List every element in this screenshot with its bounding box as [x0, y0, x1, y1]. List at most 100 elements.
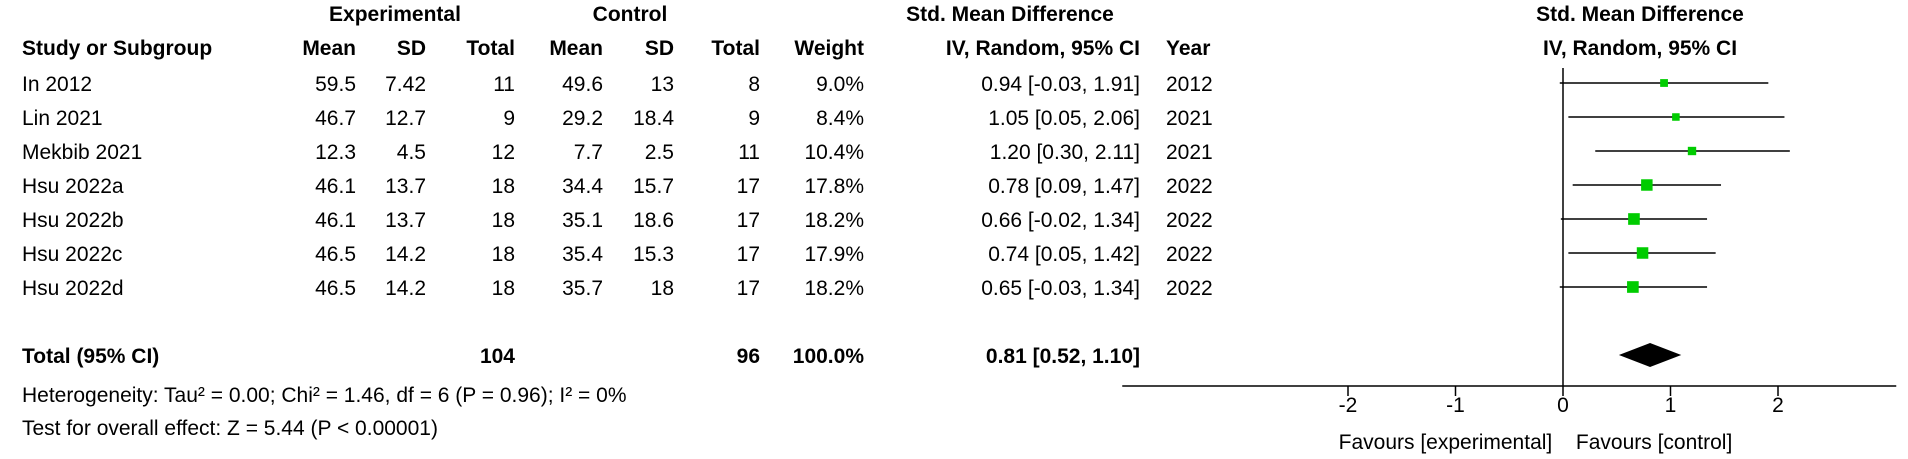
- mean-experimental: 46.5: [315, 277, 356, 300]
- total-control: 9: [748, 107, 760, 130]
- study-point: [1628, 213, 1640, 225]
- study-point: [1672, 113, 1680, 121]
- study-point: [1641, 179, 1653, 191]
- std-mean-difference-ci: 0.66 [-0.02, 1.34]: [981, 209, 1140, 232]
- column-header-study: Study or Subgroup: [22, 37, 213, 60]
- mean-experimental: 46.1: [315, 209, 356, 232]
- mean-control: 7.7: [573, 141, 603, 164]
- total-weight: 100.0%: [792, 345, 864, 368]
- column-header-total-control: Total: [711, 37, 760, 60]
- mean-experimental: 46.7: [315, 107, 356, 130]
- sd-control: 2.5: [644, 141, 674, 164]
- column-header-sd-control: SD: [644, 37, 674, 60]
- std-mean-difference-ci: 0.78 [0.09, 1.47]: [988, 175, 1140, 198]
- overall-effect-text: Test for overall effect: Z = 5.44 (P < 0…: [22, 417, 438, 440]
- sd-experimental: 14.2: [385, 277, 426, 300]
- total-experimental: 104: [479, 345, 515, 368]
- sd-experimental: 4.5: [396, 141, 426, 164]
- total-label: Total (95% CI): [22, 345, 160, 368]
- total-control: 17: [736, 243, 760, 266]
- heterogeneity-text: Heterogeneity: Tau² = 0.00; Chi² = 1.46,…: [22, 384, 627, 407]
- favours-experimental-label: Favours [experimental]: [1339, 431, 1553, 454]
- year: 2021: [1166, 141, 1213, 164]
- study-name: Lin 2021: [22, 107, 103, 130]
- weight: 17.9%: [804, 243, 864, 266]
- study-point: [1636, 247, 1649, 259]
- year: 2021: [1166, 107, 1213, 130]
- sd-experimental: 13.7: [385, 175, 426, 198]
- column-header-sd-experimental: SD: [396, 37, 426, 60]
- sd-experimental: 12.7: [385, 107, 426, 130]
- mean-control: 29.2: [562, 107, 603, 130]
- total-experimental: 18: [491, 277, 515, 300]
- mean-control: 35.7: [562, 277, 603, 300]
- column-header-year: Year: [1166, 37, 1211, 60]
- total-control: 8: [748, 73, 760, 96]
- column-header-weight: Weight: [794, 37, 864, 60]
- total-ci: 0.81 [0.52, 1.10]: [985, 345, 1140, 368]
- total-control: 17: [736, 209, 760, 232]
- study-point: [1660, 79, 1668, 87]
- sd-control: 15.3: [633, 243, 674, 266]
- total-control: 11: [738, 141, 760, 164]
- plot-method-label: IV, Random, 95% CI: [1542, 37, 1738, 60]
- study-name: In 2012: [22, 73, 93, 96]
- sd-control: 13: [650, 73, 674, 96]
- sd-control: 15.7: [633, 175, 674, 198]
- weight: 18.2%: [804, 277, 864, 300]
- total-control: 17: [736, 175, 760, 198]
- mean-control: 35.4: [562, 243, 603, 266]
- mean-control: 35.1: [562, 209, 603, 232]
- study-name: Mekbib 2021: [22, 141, 143, 164]
- favours-control-label: Favours [control]: [1576, 431, 1732, 454]
- smd-column-title: Std. Mean Difference: [906, 3, 1114, 26]
- weight: 10.4%: [804, 141, 864, 164]
- year: 2022: [1166, 175, 1213, 198]
- study-name: Hsu 2022a: [22, 175, 124, 198]
- x-axis-tick-label: 0: [1557, 394, 1569, 417]
- sd-control: 18: [650, 277, 674, 300]
- mean-experimental: 46.1: [315, 175, 356, 198]
- experimental-group-header: Experimental: [329, 3, 461, 26]
- std-mean-difference-ci: 1.20 [0.30, 2.11]: [989, 141, 1140, 164]
- x-axis-tick-label: 1: [1665, 394, 1677, 417]
- std-mean-difference-ci: 0.74 [0.05, 1.42]: [988, 243, 1140, 266]
- total-experimental: 11: [493, 73, 515, 96]
- std-mean-difference-ci: 0.94 [-0.03, 1.91]: [981, 73, 1140, 96]
- column-header-mean-experimental: Mean: [302, 37, 356, 60]
- study-point: [1627, 281, 1639, 293]
- weight: 9.0%: [816, 73, 864, 96]
- mean-control: 49.6: [562, 73, 603, 96]
- plot-title: Std. Mean Difference: [1536, 3, 1744, 26]
- x-axis-tick-label: 2: [1772, 394, 1784, 417]
- total-control: 96: [736, 345, 760, 368]
- study-name: Hsu 2022c: [22, 243, 123, 266]
- control-group-header: Control: [592, 3, 668, 26]
- weight: 17.8%: [804, 175, 864, 198]
- year: 2012: [1166, 73, 1213, 96]
- total-control: 17: [736, 277, 760, 300]
- year: 2022: [1166, 277, 1213, 300]
- weight: 8.4%: [816, 107, 864, 130]
- year: 2022: [1166, 209, 1213, 232]
- sd-control: 18.6: [633, 209, 674, 232]
- column-header-total-experimental: Total: [466, 37, 515, 60]
- std-mean-difference-ci: 1.05 [0.05, 2.06]: [988, 107, 1140, 130]
- std-mean-difference-ci: 0.65 [-0.03, 1.34]: [981, 277, 1140, 300]
- total-experimental: 12: [491, 141, 515, 164]
- sd-experimental: 13.7: [385, 209, 426, 232]
- x-axis-tick-label: -1: [1446, 394, 1465, 417]
- column-header-ci: IV, Random, 95% CI: [945, 37, 1140, 60]
- sd-experimental: 7.42: [385, 73, 426, 96]
- study-point: [1687, 146, 1697, 156]
- total-experimental: 9: [503, 107, 515, 130]
- x-axis-tick-label: -2: [1339, 394, 1358, 417]
- mean-experimental: 59.5: [315, 73, 356, 96]
- mean-experimental: 46.5: [315, 243, 356, 266]
- pooled-effect-diamond: [1618, 343, 1682, 367]
- mean-control: 34.4: [562, 175, 603, 198]
- study-name: Hsu 2022b: [22, 209, 124, 232]
- mean-experimental: 12.3: [315, 141, 356, 164]
- sd-control: 18.4: [633, 107, 674, 130]
- total-experimental: 18: [491, 209, 515, 232]
